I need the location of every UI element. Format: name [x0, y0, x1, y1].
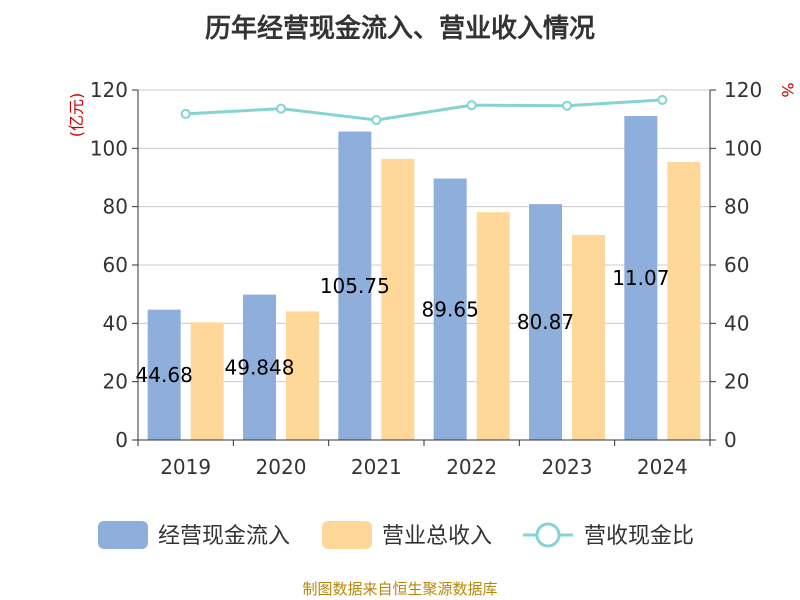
- left-tick-label: 60: [103, 253, 128, 277]
- ratio-point: [371, 115, 382, 126]
- x-tick-label: 2021: [351, 455, 402, 479]
- right-tick-label: 100: [724, 136, 762, 160]
- data-labels: 44.68 49.848 105.75 89.65 80.87 11.07: [136, 266, 670, 387]
- bar-cash-inflow: [624, 116, 658, 440]
- ratio-line: [185, 98, 663, 122]
- right-tick-label: 60: [724, 253, 749, 277]
- ratio-point: [657, 94, 668, 105]
- legend-label-cash-inflow: 经营现金流入: [158, 524, 290, 549]
- data-label-cash-inflow: 44.68: [136, 363, 193, 387]
- bar-cash-inflow: [338, 131, 372, 440]
- data-label-cash-inflow: 11.07: [612, 266, 669, 290]
- data-label-cash-inflow: 49.848: [225, 355, 295, 379]
- left-tick-label: 80: [103, 195, 128, 219]
- bar-revenue: [476, 212, 510, 440]
- x-tick-label: 2023: [542, 455, 593, 479]
- right-axis-unit: %: [778, 82, 797, 97]
- legend: 经营现金流入 营业总收入 营收现金比: [98, 521, 694, 549]
- grid-lines: [138, 89, 710, 441]
- right-tick-label: 120: [724, 78, 762, 102]
- data-label-cash-inflow: 80.87: [517, 310, 574, 334]
- x-tick-label: 2020: [256, 455, 307, 479]
- x-tick-label: 2022: [446, 455, 497, 479]
- bar-revenue: [190, 322, 224, 440]
- right-tick-label: 0: [724, 428, 737, 452]
- bar-cash-inflow: [243, 294, 276, 440]
- legend-swatch-cash-inflow: [98, 521, 148, 549]
- ratio-point: [276, 103, 286, 114]
- left-tick-label: 0: [115, 428, 128, 452]
- bar-cash-inflow: [529, 204, 562, 440]
- legend-label-ratio: 营收现金比: [584, 524, 694, 549]
- chart-title: 历年经营现金流入、营业收入情况: [204, 14, 595, 44]
- left-tick-label: 20: [103, 370, 128, 394]
- left-axis-unit: (亿元): [67, 93, 86, 138]
- ratio-line-series: [180, 94, 668, 126]
- x-tick-label: 2024: [637, 455, 688, 479]
- bar-series: [147, 116, 701, 441]
- bar-revenue: [286, 311, 319, 440]
- data-label-cash-inflow: 89.65: [422, 297, 479, 321]
- bar-revenue: [572, 234, 605, 440]
- bar-cash-inflow: [433, 178, 467, 441]
- source-footer: 制图数据来自恒生聚源数据库: [302, 580, 498, 598]
- legend-swatch-revenue: [322, 521, 372, 549]
- right-tick-label: 80: [724, 195, 749, 219]
- legend-label-revenue: 营业总收入: [382, 524, 492, 549]
- data-label-cash-inflow: 105.75: [320, 274, 390, 298]
- bar-cash-inflow: [147, 309, 181, 440]
- ratio-point: [180, 108, 191, 119]
- left-tick-label: 40: [103, 311, 128, 335]
- legend-marker-ratio: [535, 522, 561, 548]
- bar-revenue: [381, 158, 415, 441]
- left-tick-label: 100: [90, 136, 128, 160]
- right-tick-label: 40: [724, 311, 749, 335]
- x-tick-label: 2019: [160, 455, 211, 479]
- axes: 0 20 40 60 80 100 120 0 20 40 60 80 100 120 2019 2020 20…: [90, 78, 762, 479]
- ratio-point: [562, 100, 572, 111]
- ratio-point: [466, 100, 477, 111]
- bar-revenue: [667, 162, 701, 440]
- right-tick-label: 20: [724, 370, 749, 394]
- left-tick-label: 120: [90, 78, 128, 102]
